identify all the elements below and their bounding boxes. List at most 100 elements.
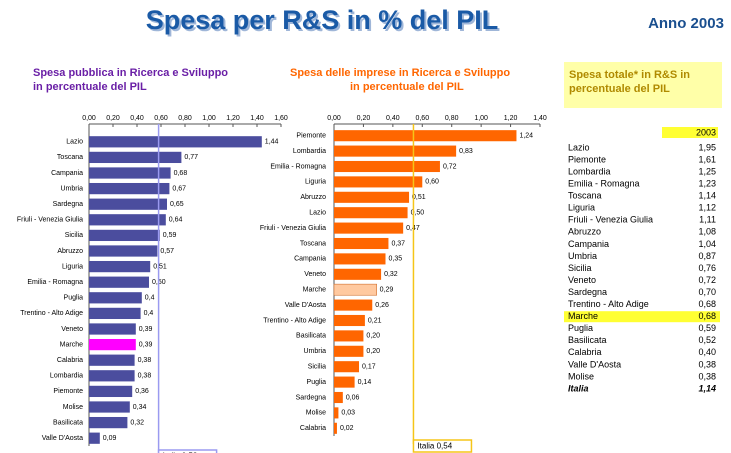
bar [89, 245, 158, 257]
value-label: 0,29 [380, 287, 394, 294]
value-label: 0,09 [103, 435, 117, 442]
category-label: Campania [294, 256, 326, 263]
value-label: 0,4 [144, 310, 154, 317]
value-label: 0,77 [184, 154, 198, 161]
value-label: 0,32 [130, 419, 144, 426]
category-label: Basilicata [53, 419, 83, 426]
value-label: 0,83 [459, 148, 473, 155]
category-label: Basilicata [296, 333, 326, 340]
row-label: Toscana [568, 191, 602, 201]
bar [89, 292, 142, 304]
bar [89, 182, 170, 195]
x-tick-label: 1,20 [226, 115, 240, 122]
category-label: Emilia - Romagna [270, 163, 326, 170]
row-value: 0,38 [698, 359, 716, 369]
bar [334, 237, 389, 250]
row-label: Marche [568, 311, 598, 321]
bar [334, 422, 337, 434]
chart-title: Spesa delle imprese in Ricerca e Svilupp… [290, 67, 510, 79]
x-tick-label: 1,20 [504, 115, 518, 122]
bar [89, 229, 160, 242]
value-label: 0,72 [443, 163, 457, 170]
value-label: 0,06 [346, 394, 360, 401]
row-value: 1,14 [698, 383, 716, 393]
value-label: 0,67 [172, 185, 186, 192]
x-tick-label: 1,60 [274, 115, 288, 122]
row-value: 0,87 [698, 251, 716, 261]
category-label: Valle D'Aosta [285, 302, 326, 309]
row-label: Emilia - Romagna [568, 179, 640, 189]
row-label: Abruzzo [568, 227, 601, 237]
category-label: Veneto [61, 326, 83, 333]
row-value: 1,95 [698, 142, 716, 152]
category-label: Puglia [307, 379, 327, 386]
value-label: 0,59 [163, 232, 177, 239]
x-tick-label: 0,20 [357, 115, 371, 122]
value-label: 0,17 [362, 364, 376, 371]
row-label: Liguria [568, 203, 595, 213]
value-label: 0,39 [139, 326, 153, 333]
value-label: 0,57 [160, 248, 174, 255]
table-title: Spesa totale* in R&S in [569, 69, 690, 81]
row-value: 0,68 [698, 311, 716, 321]
category-label: Friuli - Venezia Giulia [17, 217, 83, 224]
value-label: 0,03 [341, 410, 355, 417]
row-highlight [564, 311, 720, 323]
x-tick-label: 0,00 [82, 115, 96, 122]
bar [334, 407, 339, 419]
value-label: 0,32 [384, 271, 398, 278]
bar [334, 361, 360, 373]
category-label: Sardegna [296, 394, 326, 401]
value-label: 0,14 [358, 379, 372, 386]
category-label: Lazio [66, 139, 83, 146]
value-label: 0,39 [139, 341, 153, 348]
x-tick-label: 1,00 [202, 115, 216, 122]
row-value: 1,04 [698, 239, 716, 249]
bar [334, 391, 343, 404]
row-value: 1,61 [698, 154, 716, 164]
row-value: 1,25 [698, 166, 716, 176]
chart-title: in percentuale del PIL [350, 81, 464, 93]
value-label: 0,38 [138, 373, 152, 380]
value-label: 0,4 [145, 295, 155, 302]
bar [89, 338, 136, 351]
row-label: Calabria [568, 347, 602, 357]
row-label: Sicilia [568, 263, 592, 273]
category-label: Sicilia [65, 232, 83, 239]
bar [89, 198, 167, 210]
x-tick-label: 1,40 [250, 115, 264, 122]
row-label: Campania [568, 239, 609, 249]
bar [334, 345, 364, 357]
category-label: Sicilia [308, 364, 326, 371]
value-label: 0,37 [391, 240, 405, 247]
x-tick-label: 0,60 [154, 115, 168, 122]
bar [334, 253, 386, 265]
bar [334, 314, 365, 327]
row-label: Valle D'Aosta [568, 359, 621, 369]
table-header-bg [662, 127, 718, 138]
row-value: 1,14 [698, 191, 716, 201]
category-label: Abruzzo [57, 248, 83, 255]
bar [89, 354, 135, 366]
row-value: 1,23 [698, 179, 716, 189]
table-title: percentuale del PIL [569, 83, 670, 95]
row-label: Veneto [568, 275, 596, 285]
bar [89, 307, 141, 320]
value-label: 0,26 [375, 302, 389, 309]
x-tick-label: 0,40 [386, 115, 400, 122]
row-value: 0,68 [698, 299, 716, 309]
x-tick-label: 0,20 [106, 115, 120, 122]
bar [334, 145, 457, 157]
row-value: 1,11 [699, 215, 716, 225]
x-tick-label: 1,00 [474, 115, 488, 122]
category-label: Liguria [62, 263, 83, 270]
category-label: Friuli - Venezia Giulia [260, 225, 326, 232]
row-value: 0,76 [698, 263, 716, 273]
bar [334, 268, 382, 280]
category-label: Toscana [300, 240, 326, 247]
category-label: Abruzzo [300, 194, 326, 201]
bar [334, 207, 408, 219]
bar [334, 222, 404, 234]
table-title-box [564, 62, 722, 108]
value-label: 0,68 [174, 170, 188, 177]
